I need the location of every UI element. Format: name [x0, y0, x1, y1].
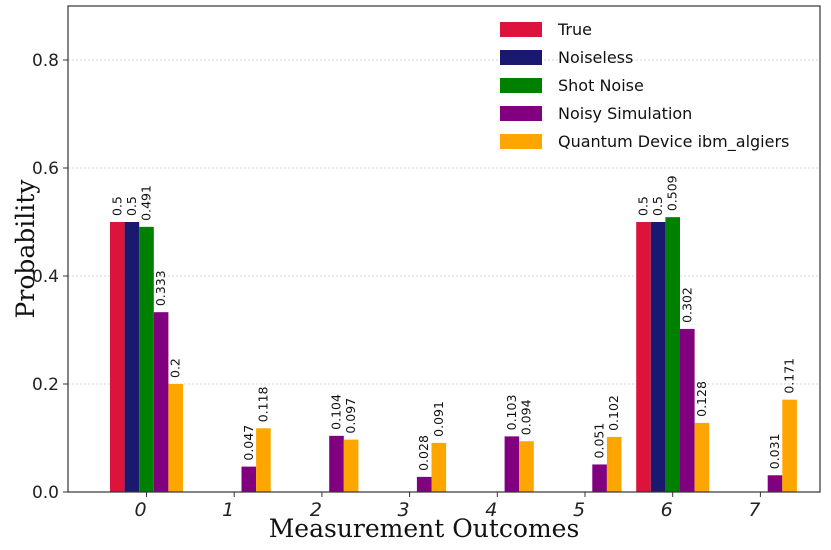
y-tick-label: 0.2: [32, 375, 59, 395]
bar: [592, 464, 607, 492]
y-tick-label: 0.8: [32, 51, 59, 71]
y-axis-title: Probability: [11, 179, 40, 319]
plot-frame: [67, 5, 821, 493]
bar-value-label: 0.047: [241, 425, 256, 461]
legend-label: Noiseless: [558, 48, 633, 67]
x-tick-label: 6: [661, 499, 673, 521]
bar-value-label: 0.333: [153, 270, 168, 306]
legend-label: Shot Noise: [558, 76, 644, 95]
bar-value-label: 0.097: [343, 398, 358, 434]
x-tick-label: 2: [310, 499, 322, 521]
bar-value-label: 0.031: [767, 433, 782, 469]
bar: [782, 399, 797, 492]
bar-value-label: 0.091: [431, 401, 446, 437]
legend-swatch: [500, 50, 542, 65]
legend-swatch: [500, 134, 542, 149]
legend-swatch: [500, 78, 542, 93]
legend-label: Noisy Simulation: [558, 104, 692, 123]
bar: [416, 476, 432, 492]
bar-value-label: 0.5: [109, 196, 124, 216]
bar-value-label: 0.491: [139, 185, 154, 221]
bar-value-label: 0.103: [504, 395, 519, 431]
bar-value-label: 0.028: [416, 435, 431, 471]
bar-value-label: 0.094: [519, 399, 534, 435]
x-tick-label: 0: [134, 499, 146, 521]
y-tick-label: 0.4: [32, 267, 59, 287]
bar: [139, 226, 154, 493]
legend-label: True: [557, 20, 592, 39]
bar-value-label: 0.102: [606, 395, 621, 431]
x-tick-label: 7: [748, 499, 760, 521]
bar-value-label: 0.171: [782, 358, 797, 394]
bar: [767, 475, 783, 492]
bar: [431, 442, 447, 492]
bar-value-label: 0.5: [124, 196, 139, 216]
bars: [110, 217, 797, 493]
bar: [665, 217, 680, 492]
x-axis-ticks: 0 1 2 3 4 5 6 7: [134, 492, 761, 521]
y-axis-ticks: 0.0 0.2 0.4 0.6 0.8: [32, 51, 68, 503]
x-axis-title: Measurement Outcomes: [269, 514, 580, 543]
y-tick-label: 0.0: [32, 483, 59, 503]
legend-label: Quantum Device ibm_algiers: [558, 132, 789, 152]
bar: [153, 312, 169, 492]
bar: [168, 384, 183, 492]
legend-swatch: [500, 22, 542, 37]
bar-value-label: 0.2: [168, 358, 183, 378]
bar-value-label: 0.302: [679, 287, 694, 323]
bar: [694, 422, 710, 492]
x-tick-label: 4: [485, 499, 497, 521]
bar: [680, 328, 695, 492]
bar: [343, 439, 359, 492]
bar: [329, 435, 344, 492]
bar-value-labels: 0.5 0.50.5 0.50.491 0.5090.3330.0470.1040.0…: [109, 175, 796, 471]
bar: [110, 222, 125, 492]
bar: [606, 436, 622, 492]
bar-value-label: 0.5: [650, 196, 665, 216]
bar: [636, 222, 651, 492]
bar: [504, 436, 520, 492]
x-tick-label: 5: [573, 499, 585, 521]
bar: [256, 428, 271, 492]
bar-value-label: 0.509: [665, 175, 680, 211]
legend-swatch: [500, 106, 542, 121]
bar-value-label: 0.5: [636, 196, 651, 216]
bar-value-label: 0.118: [255, 386, 270, 422]
bar: [650, 222, 666, 492]
bar: [124, 222, 140, 492]
bar-value-label: 0.128: [694, 381, 709, 417]
bar-value-label: 0.104: [329, 394, 344, 430]
bar-value-label: 0.051: [592, 423, 607, 459]
grid-lines: [68, 59, 820, 385]
bar: [519, 441, 534, 492]
y-tick-label: 0.6: [32, 159, 59, 179]
x-tick-label: 1: [222, 499, 234, 521]
bar: [241, 466, 257, 492]
legend: True Noiseless Shot Noise Noisy Simulation Q…: [500, 20, 789, 152]
x-tick-label: 3: [398, 499, 410, 521]
